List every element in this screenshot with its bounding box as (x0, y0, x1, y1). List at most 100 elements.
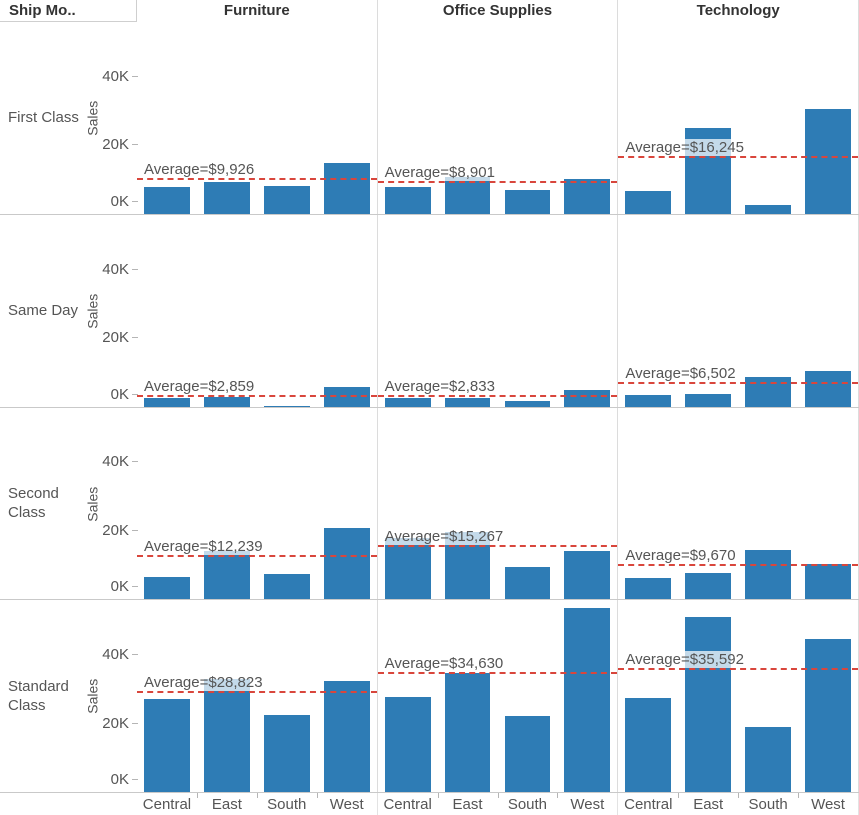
y-tick-label: 20K (102, 136, 129, 154)
x-axis-strip: Central East South West Central East South West… (0, 793, 859, 815)
x-tick-mark (316, 793, 318, 798)
bar-standard-class-technology-south[interactable] (745, 727, 792, 792)
bar-second-class-office-supplies-south[interactable] (504, 567, 551, 600)
x-axis-label-central[interactable]: Central (624, 796, 673, 813)
y-tick-label: 40K (102, 260, 129, 278)
bar-second-class-furniture-central[interactable] (144, 576, 190, 600)
bar-same-day-office-supplies-west[interactable] (564, 390, 611, 407)
bar-first-class-office-supplies-east[interactable] (444, 177, 491, 214)
bar-same-day-furniture-east[interactable] (203, 396, 250, 407)
row-label-standard-class[interactable]: Standard Class (8, 678, 69, 715)
bar-same-day-furniture-central[interactable] (144, 397, 190, 407)
x-axis-label-west[interactable]: West (329, 796, 364, 813)
bar-standard-class-office-supplies-east[interactable] (444, 673, 491, 792)
average-reference-line (377, 181, 618, 184)
bar-same-day-technology-west[interactable] (805, 371, 851, 407)
bar-second-class-technology-east[interactable] (685, 572, 732, 600)
bar-standard-class-technology-west[interactable] (805, 638, 851, 792)
bar-first-class-furniture-south[interactable] (263, 186, 310, 214)
y-tick-mark (132, 200, 138, 202)
average-reference-line (618, 156, 859, 159)
row-gutter: Same Day Sales 0K 20K 40K (0, 215, 138, 407)
bar-same-day-furniture-west[interactable] (323, 387, 370, 407)
column-header-technology[interactable]: Technology (618, 0, 859, 22)
y-tick-mark (132, 779, 138, 780)
bar-same-day-technology-east[interactable] (685, 394, 732, 407)
bar-standard-class-furniture-central[interactable] (144, 698, 190, 792)
bar-second-class-furniture-east[interactable] (203, 551, 250, 600)
bar-standard-class-office-supplies-central[interactable] (384, 696, 431, 792)
x-axis-label-east[interactable]: East (211, 796, 242, 813)
column-header-furniture[interactable]: Furniture (137, 0, 378, 22)
bar-standard-class-furniture-south[interactable] (263, 715, 310, 792)
x-axis-label-south[interactable]: South (507, 796, 548, 813)
x-axis-label-central[interactable]: Central (383, 796, 432, 813)
bar-standard-class-furniture-east[interactable] (203, 678, 250, 792)
row-label-second-class[interactable]: Second Class (8, 485, 59, 522)
bar-standard-class-office-supplies-south[interactable] (504, 716, 551, 792)
bar-second-class-technology-central[interactable] (625, 577, 672, 600)
bar-first-class-technology-south[interactable] (745, 204, 792, 214)
bar-first-class-office-supplies-south[interactable] (504, 189, 551, 214)
bar-first-class-furniture-central[interactable] (144, 187, 190, 214)
x-tick-mark (256, 793, 258, 798)
y-tick-label: 0K (110, 578, 129, 596)
column-header-office-supplies[interactable]: Office Supplies (378, 0, 619, 22)
y-axis-title: Sales (84, 485, 101, 521)
bar-first-class-furniture-west[interactable] (323, 163, 370, 214)
bar-second-class-technology-south[interactable] (745, 550, 792, 600)
bar-second-class-furniture-west[interactable] (323, 528, 370, 600)
x-axis-label-central[interactable]: Central (142, 796, 192, 813)
panel-standard-class-furniture: Average=$28,823 (137, 600, 378, 792)
bar-second-class-office-supplies-central[interactable] (384, 537, 431, 600)
average-reference-line (618, 382, 859, 385)
row-gutter: Second Class Sales 0K 20K 40K (0, 408, 138, 600)
bar-same-day-office-supplies-south[interactable] (504, 401, 551, 407)
average-reference-line (618, 564, 859, 567)
x-axis-label-west[interactable]: West (811, 796, 845, 813)
bar-first-class-technology-central[interactable] (625, 190, 672, 214)
y-tick-mark (132, 529, 138, 531)
bar-standard-class-technology-central[interactable] (625, 698, 672, 792)
y-tick-mark (132, 586, 138, 588)
x-axis-label-west[interactable]: West (570, 796, 605, 813)
average-reference-line (377, 671, 618, 674)
bar-same-day-technology-central[interactable] (625, 394, 672, 407)
bar-first-class-office-supplies-west[interactable] (564, 178, 611, 214)
bar-standard-class-technology-east[interactable] (685, 616, 732, 792)
chart-body: First Class Sales 0K 20K 40K Average=$9,926 Av… (0, 22, 859, 793)
row-gutter: First Class Sales 0K 20K 40K (0, 22, 138, 214)
y-tick-mark (132, 722, 138, 724)
row-label-same-day[interactable]: Same Day (8, 302, 79, 320)
bar-same-day-furniture-south[interactable] (263, 405, 310, 407)
x-axis-label-south[interactable]: South (748, 796, 788, 813)
bar-second-class-furniture-south[interactable] (263, 573, 310, 600)
average-reference-line (137, 555, 377, 558)
ship-mode-field-header[interactable]: Ship Mo.. (0, 0, 137, 22)
row-label-first-class[interactable]: First Class (8, 109, 79, 127)
panel-first-class-office-supplies: Average=$8,901 (377, 22, 619, 214)
x-axis-label-east[interactable]: East (452, 796, 483, 813)
average-reference-label: Average=$34,630 (381, 654, 507, 672)
bar-first-class-office-supplies-central[interactable] (384, 187, 431, 214)
bar-same-day-office-supplies-east[interactable] (444, 397, 491, 407)
bar-same-day-office-supplies-central[interactable] (384, 397, 431, 407)
panel-same-day-office-supplies: Average=$2,833 (377, 214, 619, 407)
x-axis-label-east[interactable]: East (693, 796, 724, 813)
category-column-headers: Furniture Office Supplies Technology (137, 0, 859, 22)
bar-first-class-technology-west[interactable] (805, 108, 851, 214)
bar-standard-class-office-supplies-west[interactable] (564, 608, 611, 792)
x-axis-label-south[interactable]: South (267, 796, 307, 813)
x-tick-mark (196, 793, 198, 798)
bar-second-class-office-supplies-west[interactable] (564, 550, 611, 600)
bar-second-class-technology-west[interactable] (805, 563, 851, 600)
panel-second-class-office-supplies: Average=$15,267 (377, 407, 619, 600)
panel-standard-class-technology: Average=$35,592 (618, 600, 859, 792)
bar-same-day-technology-south[interactable] (745, 376, 792, 407)
x-axis-spacer (0, 793, 137, 815)
bar-first-class-furniture-east[interactable] (203, 181, 250, 214)
x-axis-group-furniture: Central East South West (137, 793, 378, 815)
average-reference-label: Average=$28,823 (141, 674, 266, 692)
bar-standard-class-furniture-west[interactable] (323, 681, 370, 792)
panel-first-class-furniture: Average=$9,926 (137, 22, 378, 214)
